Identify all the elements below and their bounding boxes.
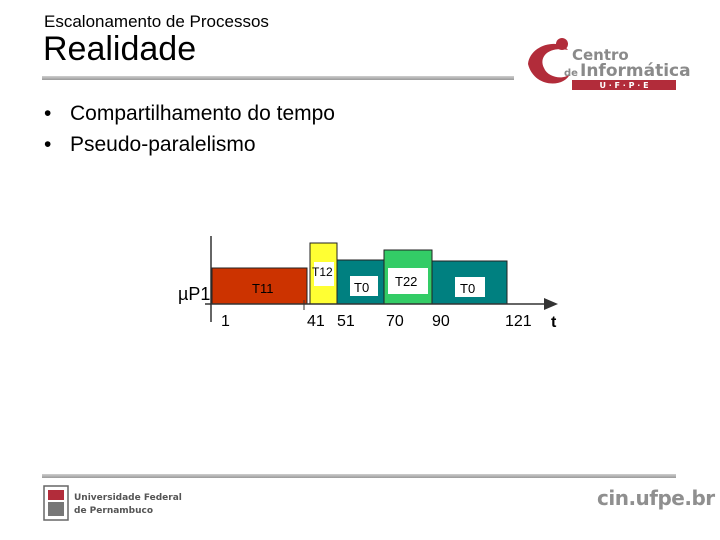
block-t11-label: T11 [252,281,273,296]
ufpe-line1: Universidade Federal [74,493,182,503]
block-t12-label: T12 [312,265,333,279]
cin-logo-dot-icon [556,38,568,50]
slide-subtitle: Escalonamento de Processos [44,12,269,31]
tick-label: 70 [386,313,404,330]
tick-label: 51 [337,313,355,330]
bullet-text: Compartilhamento do tempo [70,102,335,125]
bullet-item: • Compartilhamento do tempo [44,98,335,129]
ufpe-logo: Universidade Federal de Pernambuco [43,485,182,521]
bullet-text: Pseudo-paralelismo [70,133,256,156]
tick-label: 121 [505,313,532,330]
cin-logo-swirl-icon [528,43,570,84]
block-t0-second-label: T0 [460,281,475,296]
tick-label: 90 [432,313,450,330]
footer-divider [42,474,676,478]
processor-label: µP1 [178,284,210,304]
slide-title: Realidade [43,30,197,68]
tick-label: 1 [221,313,230,330]
header-divider [42,76,514,80]
logo-line2: Informática [580,61,690,81]
block-t0-first-label: T0 [354,280,369,295]
logo-line3: U · F · P · E [599,81,648,90]
logo-line1: Centro [572,46,629,64]
logo-line2-prefix: de [564,68,578,79]
tick-label: 41 [307,313,325,330]
block-t11 [211,267,308,305]
time-axis-arrow-icon [544,298,558,310]
axis-label: t [551,314,557,331]
bullet-item: • Pseudo-paralelismo [44,129,335,160]
cin-logo: Centro de Informática U · F · P · E [528,38,690,90]
ufpe-line2: de Pernambuco [74,506,153,516]
footer-site: cin.ufpe.br [597,486,715,510]
block-t22-label: T22 [395,274,417,289]
bullet-list: • Compartilhamento do tempo • Pseudo-paral… [44,98,335,160]
